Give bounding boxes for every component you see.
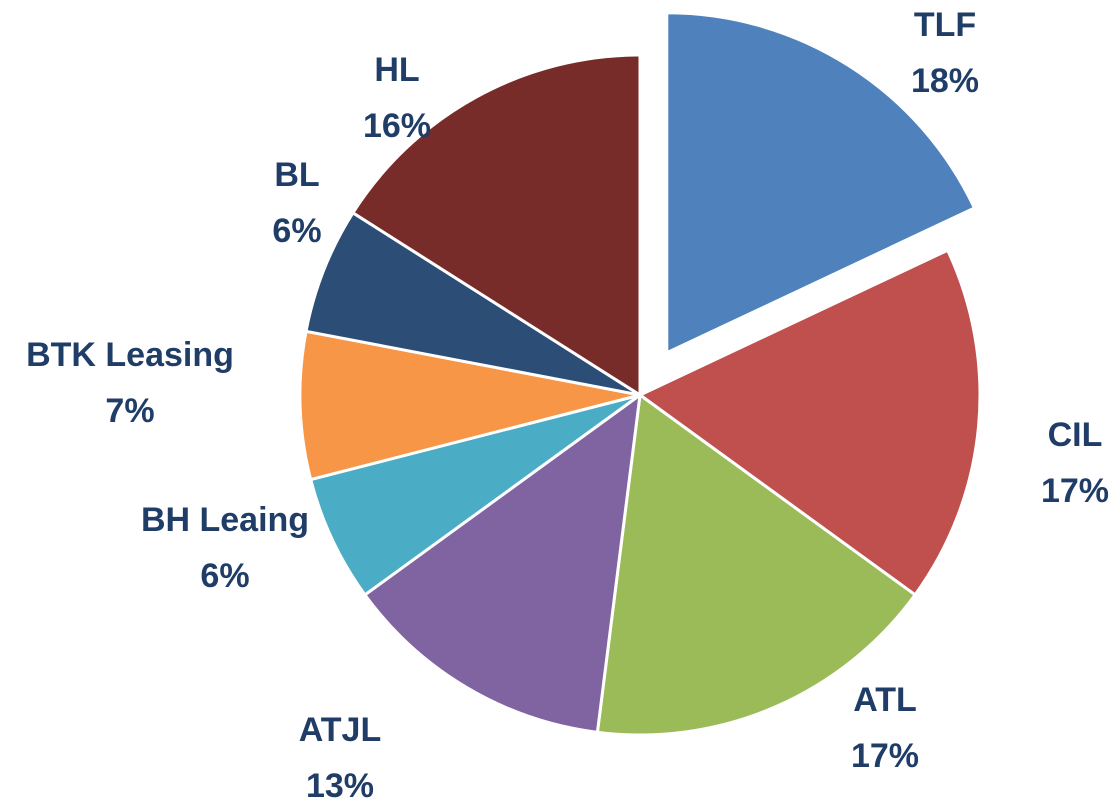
slice-name: BH Leaing [141,501,309,539]
pie-slice [362,391,642,734]
slice-percent: 6% [272,212,321,250]
slice-name: CIL [1048,416,1103,454]
pie-slice [595,392,918,737]
pie-slice [304,210,641,397]
slice-name: BTK Leasing [26,336,234,374]
slice-percent: 6% [200,557,249,595]
slice-name: ATL [853,681,917,719]
slice-name: TLF [914,6,976,44]
pie-slice [298,329,641,482]
pie-slice [665,11,977,356]
slice-percent: 13% [306,767,374,805]
slice-name: ATJL [299,711,381,749]
slice-percent: 17% [1041,472,1109,510]
slice-percent: 16% [363,107,431,145]
slice-name: BL [274,156,319,194]
pie-slice [308,393,641,597]
pie-slice [637,248,982,597]
pie-slice [350,53,642,398]
slice-name: HL [374,51,419,89]
slice-percent: 7% [105,392,154,430]
slice-percent: 18% [911,62,979,100]
slice-percent: 17% [851,737,919,775]
